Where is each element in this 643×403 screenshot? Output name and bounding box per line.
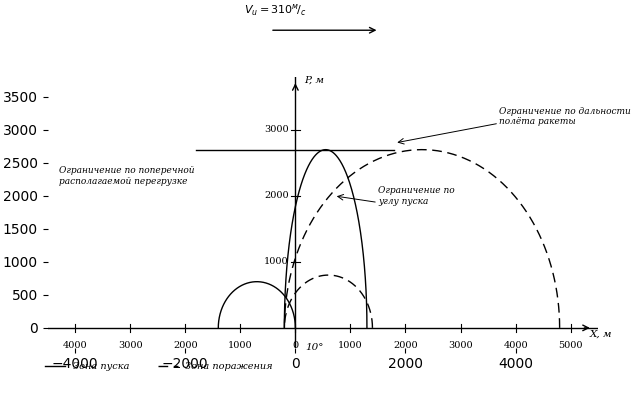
Text: 1000: 1000 bbox=[338, 341, 363, 350]
Text: Ограничение по дальности
полёта ракеты: Ограничение по дальности полёта ракеты bbox=[499, 107, 631, 126]
Text: 5000: 5000 bbox=[558, 341, 583, 350]
Text: 2000: 2000 bbox=[264, 191, 289, 200]
Text: 4000: 4000 bbox=[63, 341, 87, 350]
Text: 0: 0 bbox=[293, 341, 298, 350]
Text: 10°: 10° bbox=[305, 343, 324, 352]
Text: 2000: 2000 bbox=[393, 341, 418, 350]
Text: Ограничение по
углу пуска: Ограничение по углу пуска bbox=[378, 186, 455, 206]
Text: 3000: 3000 bbox=[264, 125, 289, 134]
Legend: Зона пуска, Зона поражения: Зона пуска, Зона поражения bbox=[42, 359, 277, 375]
Text: 2000: 2000 bbox=[173, 341, 197, 350]
Text: 3000: 3000 bbox=[118, 341, 143, 350]
Text: P, м: P, м bbox=[304, 76, 324, 85]
Text: 1000: 1000 bbox=[264, 258, 289, 266]
Text: Ограничение по поперечной
располагаемой перегрузке: Ограничение по поперечной располагаемой … bbox=[59, 166, 194, 186]
Text: X, м: X, м bbox=[590, 330, 612, 339]
Text: 1000: 1000 bbox=[228, 341, 253, 350]
Text: $V_u=310^{м}\!/_{с}$: $V_u=310^{м}\!/_{с}$ bbox=[244, 2, 307, 18]
Text: 4000: 4000 bbox=[503, 341, 528, 350]
Text: 3000: 3000 bbox=[448, 341, 473, 350]
